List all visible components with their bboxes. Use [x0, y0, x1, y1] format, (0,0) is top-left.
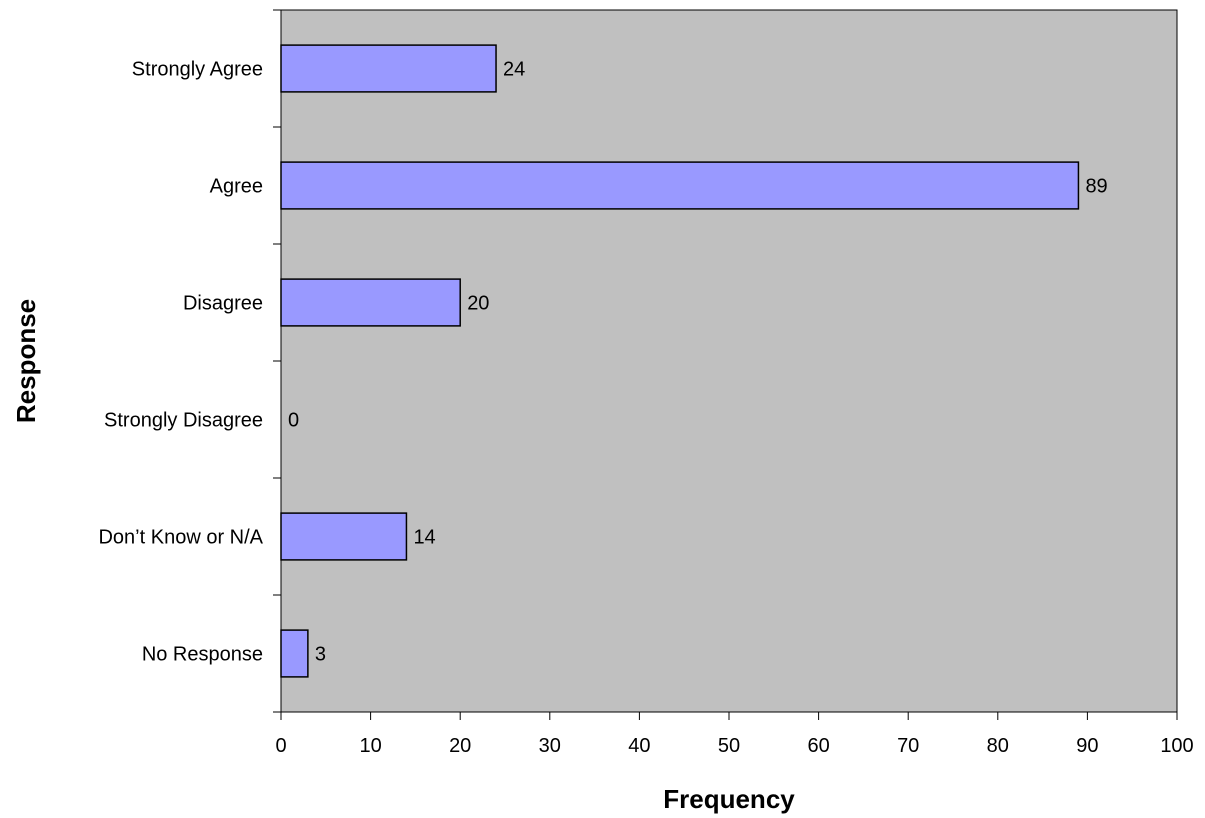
- bar-5: [280, 629, 309, 678]
- data-label-5: 3: [315, 644, 326, 666]
- x-tick-label-8: 80: [987, 735, 1009, 757]
- x-tick-label-5: 50: [718, 735, 740, 757]
- bar-0: [280, 44, 497, 93]
- bar-1: [280, 161, 1080, 210]
- data-labels: 24 89 20 0 14 3: [288, 59, 1108, 666]
- x-tick-labels: 0 10 20 30 40 50 60 70 80 90 100: [275, 735, 1193, 757]
- x-axis-title: Frequency: [663, 784, 795, 814]
- category-label-0: Strongly Agree: [132, 59, 263, 81]
- category-label-4: Don’t Know or N/A: [98, 527, 263, 549]
- x-tick-label-7: 70: [897, 735, 919, 757]
- category-label-5: No Response: [142, 644, 263, 666]
- y-axis-ticks: [273, 9, 281, 713]
- x-tick-label-0: 0: [275, 735, 286, 757]
- x-tick-label-2: 20: [449, 735, 471, 757]
- x-axis-ticks: [280, 712, 1178, 720]
- category-label-3: Strongly Disagree: [104, 410, 263, 432]
- x-tick-label-6: 60: [807, 735, 829, 757]
- x-tick-label-4: 40: [628, 735, 650, 757]
- x-tick-label-9: 90: [1076, 735, 1098, 757]
- data-label-3: 0: [288, 410, 299, 432]
- category-label-1: Agree: [210, 176, 263, 198]
- y-axis-title: Response: [11, 299, 41, 423]
- data-label-2: 20: [467, 293, 489, 315]
- bar-2: [280, 278, 461, 327]
- data-label-4: 14: [413, 527, 435, 549]
- x-tick-label-3: 30: [539, 735, 561, 757]
- data-label-0: 24: [503, 59, 525, 81]
- bar-4: [280, 512, 408, 561]
- bars-group: [280, 44, 1080, 678]
- x-tick-label-1: 10: [359, 735, 381, 757]
- category-label-2: Disagree: [183, 293, 263, 315]
- data-label-1: 89: [1085, 176, 1107, 198]
- x-tick-label-10: 100: [1160, 735, 1193, 757]
- plot-area: [280, 9, 1178, 713]
- category-labels: Strongly Agree Agree Disagree Strongly Disa…: [98, 59, 263, 666]
